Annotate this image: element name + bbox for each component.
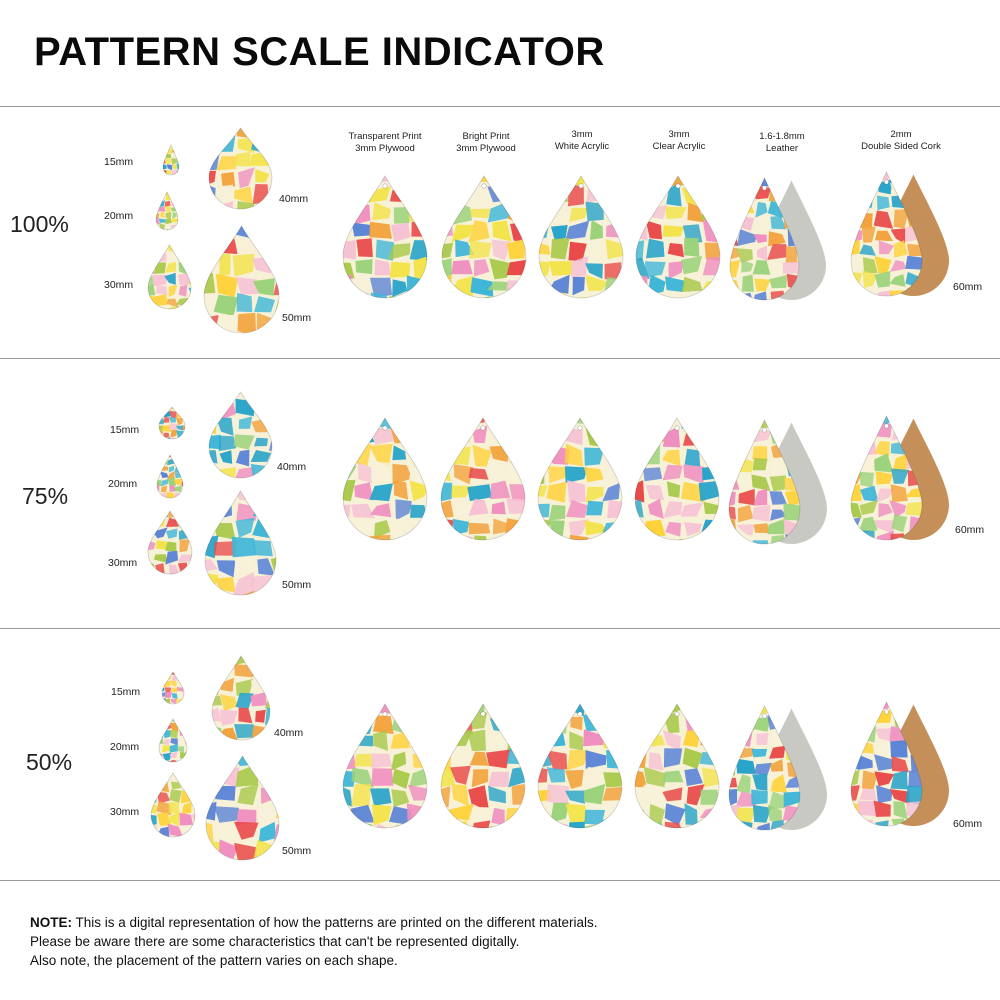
divider <box>0 880 1000 881</box>
pattern-drop-20mm <box>155 191 179 231</box>
width-label: 60mm <box>953 281 983 293</box>
pattern-drop-cork <box>850 701 949 827</box>
pattern-drop-cork <box>850 171 949 297</box>
pattern-drop-40mm <box>211 655 271 741</box>
size-label: 30mm <box>108 557 138 569</box>
pattern-drop-bright-plywood <box>440 417 526 541</box>
size-label: 40mm <box>274 727 304 739</box>
size-label: 20mm <box>108 478 138 490</box>
scale-label: 100% <box>10 211 69 237</box>
scale-label: 50% <box>26 749 73 775</box>
pattern-drop-40mm <box>208 127 273 210</box>
pattern-drop-white-acrylic <box>538 175 624 299</box>
size-label: 20mm <box>110 741 140 753</box>
pattern-drop-50mm <box>204 490 277 596</box>
footnote: NOTE: This is a digital representation o… <box>30 913 598 970</box>
material-header: 3mm Clear Acrylic <box>652 129 706 152</box>
width-label: 60mm <box>955 524 985 536</box>
size-label: 15mm <box>111 686 141 698</box>
note-line: This is a digital representation of how … <box>72 915 598 930</box>
pattern-drop-50mm <box>205 755 280 861</box>
divider <box>0 106 1000 107</box>
size-label: 50mm <box>282 579 312 591</box>
size-label: 30mm <box>104 279 134 291</box>
pattern-drop-20mm <box>156 454 184 499</box>
pattern-drop-white-acrylic <box>537 417 623 541</box>
pattern-drop-15mm <box>161 671 185 705</box>
material-header: 1.6-1.8mm Leather <box>759 131 805 154</box>
pattern-drop-clear-acrylic <box>634 703 720 829</box>
pattern-drop-15mm <box>162 143 180 176</box>
material-header: Bright Print 3mm Plywood <box>456 131 516 154</box>
note-label: NOTE: <box>30 915 72 930</box>
material-header: Transparent Print 3mm Plywood <box>348 131 422 154</box>
size-label: 40mm <box>279 193 309 205</box>
note-line: Please be aware there are some character… <box>30 934 520 949</box>
pattern-drop-15mm <box>158 406 186 440</box>
size-label: 30mm <box>110 806 140 818</box>
pattern-drop-clear-acrylic <box>635 175 721 299</box>
pattern-drop-white-acrylic <box>537 703 623 829</box>
pattern-drop-clear-acrylic <box>634 417 720 541</box>
pattern-drop-30mm <box>150 772 196 838</box>
size-label: 50mm <box>282 312 312 324</box>
scale-label: 75% <box>22 483 69 509</box>
size-label: 50mm <box>282 845 312 857</box>
pattern-drop-30mm <box>147 510 193 575</box>
pattern-drop-leather <box>728 705 827 831</box>
divider <box>0 628 1000 629</box>
material-header: 3mm White Acrylic <box>554 129 610 152</box>
pattern-drop-bright-plywood <box>440 703 526 829</box>
pattern-drop-leather <box>729 177 826 301</box>
page-title: PATTERN SCALE INDICATOR <box>34 30 605 74</box>
size-label: 15mm <box>110 424 140 436</box>
pattern-drop-transparent-plywood <box>342 175 428 299</box>
pattern-drop-transparent-plywood <box>342 703 428 829</box>
pattern-drop-30mm <box>147 244 192 310</box>
pattern-drop-20mm <box>158 718 188 763</box>
size-label: 20mm <box>104 210 134 222</box>
note-line: Also note, the placement of the pattern … <box>30 953 398 968</box>
size-label: 40mm <box>277 461 307 473</box>
pattern-drop-bright-plywood <box>441 175 527 299</box>
size-label: 15mm <box>104 156 134 168</box>
pattern-drop-leather <box>728 419 827 545</box>
pattern-drop-transparent-plywood <box>342 417 428 541</box>
pattern-drop-cork <box>850 415 949 541</box>
pattern-drop-50mm <box>203 225 280 334</box>
divider <box>0 358 1000 359</box>
width-label: 60mm <box>953 818 983 830</box>
material-header: 2mm Double Sided Cork <box>861 129 941 152</box>
pattern-drop-40mm <box>208 391 273 479</box>
